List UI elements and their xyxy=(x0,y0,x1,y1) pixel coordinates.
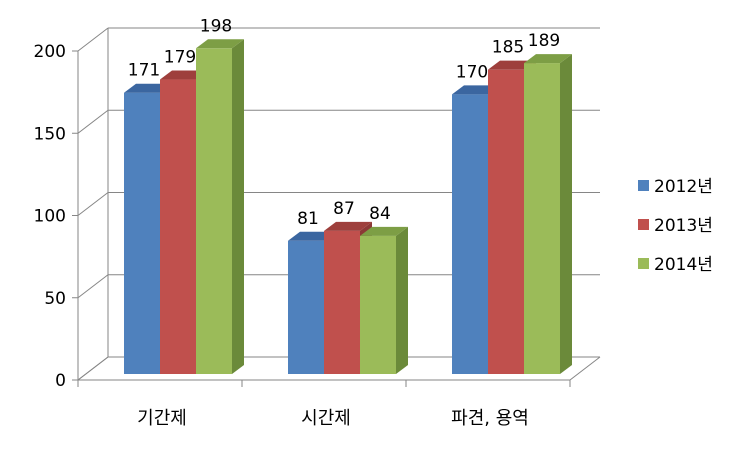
x-category-label: 시간제 xyxy=(301,408,351,429)
data-label: 81 xyxy=(297,209,319,229)
data-label: 185 xyxy=(492,38,524,58)
y-tick-label-150: 150 xyxy=(34,124,66,144)
bar-side xyxy=(560,54,572,374)
legend-swatch xyxy=(638,219,649,230)
gridline-side-100 xyxy=(77,192,109,216)
legend-label: 2013년 xyxy=(654,216,713,236)
data-label: 84 xyxy=(369,204,391,224)
legend-swatch xyxy=(638,258,649,269)
bar-front xyxy=(324,230,360,374)
data-label: 189 xyxy=(528,31,560,51)
bar-front xyxy=(288,240,324,374)
x-category-label: 기간제 xyxy=(137,408,187,429)
bar-side xyxy=(396,226,408,374)
legend-label: 2014년 xyxy=(654,255,713,275)
data-label: 171 xyxy=(128,61,160,81)
y-tick-label-100: 100 xyxy=(34,207,66,227)
gridline-side-0 xyxy=(77,356,109,381)
legend-label: 2012년 xyxy=(654,177,713,197)
bars xyxy=(124,39,572,375)
legend: 2012년 2013년 2014년 xyxy=(638,177,713,275)
bar-front xyxy=(124,92,160,374)
axes: 0 50 100 150 200 기간제 시간제 파견, 용역 xyxy=(34,42,571,429)
legend-swatch xyxy=(638,180,649,191)
y-tick-label-0: 0 xyxy=(55,371,66,391)
gridline-side-200 xyxy=(77,27,109,52)
bar-front xyxy=(160,79,196,375)
gridline-side-150 xyxy=(77,109,109,134)
y-tick-label-200: 200 xyxy=(34,42,66,62)
bar-front xyxy=(524,63,560,374)
bar-top xyxy=(324,221,372,231)
y-tick-label-50: 50 xyxy=(44,289,66,309)
data-label: 179 xyxy=(164,48,196,68)
x-category-label: 파견, 용역 xyxy=(451,408,529,429)
bar-front xyxy=(360,235,396,374)
gridline-side-50 xyxy=(77,274,109,299)
data-label: 87 xyxy=(333,199,355,219)
bar-top xyxy=(360,226,408,236)
bar-side xyxy=(232,39,244,374)
bar-top xyxy=(196,39,244,49)
bar-front xyxy=(196,48,232,374)
bar-front xyxy=(488,69,524,375)
data-label: 198 xyxy=(200,16,232,36)
bar-front xyxy=(452,94,488,374)
bar-top xyxy=(524,54,572,64)
data-label: 170 xyxy=(456,62,488,82)
